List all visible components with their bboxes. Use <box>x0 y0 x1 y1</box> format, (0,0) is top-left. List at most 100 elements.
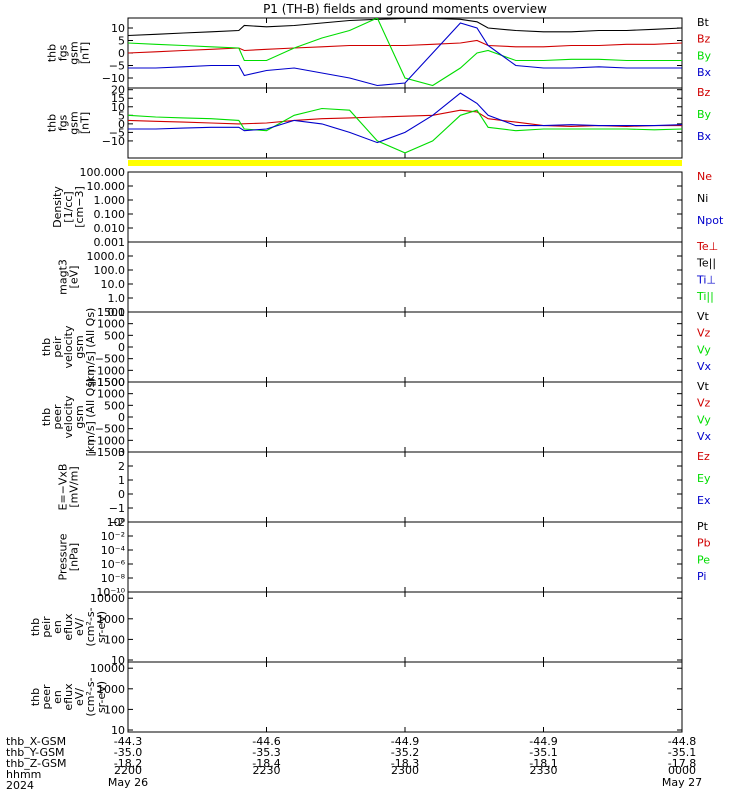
y-axis-label: Density[1/cc][cm−3] <box>51 186 86 228</box>
y-tick-label: −500 <box>95 353 125 366</box>
y-tick-label: 1000 <box>97 683 125 696</box>
legend-entry: Pb <box>697 537 711 550</box>
y-tick-label: 0 <box>118 488 125 501</box>
y-tick-label: 5 <box>118 109 125 122</box>
y-axis-label-line: [1/cc] <box>62 191 75 222</box>
series-bx-line <box>128 92 682 144</box>
y-tick-label: −5 <box>109 60 125 73</box>
y-axis-label: thbpeervelocitygsm[km/s] (All Qs) <box>40 378 97 457</box>
x-axis-time-label: 2200 <box>114 764 142 777</box>
y-tick-label: 20 <box>111 84 125 97</box>
y-tick-label: 1.0 <box>108 292 126 305</box>
y-tick-label: 10.000 <box>87 180 126 193</box>
legend-entry: Bz <box>697 86 711 99</box>
y-tick-label: 1000.0 <box>87 250 126 263</box>
legend-entry: Vx <box>697 430 712 443</box>
legend-entry: Bx <box>697 130 712 143</box>
panel-frame <box>127 591 683 663</box>
y-axis-label-line: sr-eV) <box>95 611 108 643</box>
y-axis-label-line: [nT] <box>79 112 92 134</box>
y-tick-label: 100.000 <box>80 166 126 179</box>
y-axis-label-line: en <box>51 690 64 704</box>
y-tick-label: −500 <box>95 423 125 436</box>
panel-stack: 1050−5−10thbfgsgsm[nT]BtBzByBx20151050−5… <box>29 16 724 737</box>
y-axis-label: thbpeerenefluxeV/(cm²-s-sr-eV) <box>29 677 108 716</box>
y-axis-label-line: gsm <box>68 111 81 134</box>
y-axis-label-line: eV/ <box>73 688 86 706</box>
x-axis-row-label: thb_Y-GSM <box>6 746 65 759</box>
y-axis-label-line: [km/s] (All Qs) <box>84 308 97 387</box>
panel-4: 150010005000−500−1000−1500thbpeirvelocit… <box>40 306 712 389</box>
y-tick-label: 10 <box>111 654 125 667</box>
panel-8: 10000100010010thbpeirenefluxeV/(cm²-s-sr… <box>29 591 683 667</box>
panel-5: 150010005000−500−1000−1500thbpeervelocit… <box>40 376 712 459</box>
y-axis-label-line: eflux <box>62 613 75 641</box>
y-tick-label: 5 <box>118 35 125 48</box>
y-axis-label-line: [mV/m] <box>68 466 81 507</box>
y-tick-label: 0 <box>118 411 125 424</box>
y-tick-label: −1 <box>109 502 125 515</box>
y-tick-label: 10⁻² <box>101 530 125 543</box>
y-axis-label: thbfgsgsm[nT] <box>46 41 92 64</box>
x-axis-date-label: May 26 <box>108 776 148 789</box>
y-tick-label: −2 <box>109 516 125 529</box>
legend-entry: Ni <box>697 192 708 205</box>
legend-entry: Vz <box>697 327 711 340</box>
y-axis-label: magt3[eV] <box>57 259 81 295</box>
x-axis-position-value: -35.3 <box>252 746 280 759</box>
y-axis-label-line: (cm²-s- <box>84 677 97 716</box>
y-axis-label-line: [eV] <box>68 266 81 289</box>
x-axis-row-label: thb_X-GSM <box>6 735 66 748</box>
y-axis-label-line: gsm <box>68 41 81 64</box>
y-axis-label-line: thb <box>46 114 59 132</box>
y-axis-label-line: fgs <box>57 114 70 131</box>
y-axis-label: E=−VxB[mV/m] <box>57 464 81 511</box>
panel-frame <box>127 521 683 593</box>
y-tick-label: 2 <box>118 460 125 473</box>
y-axis-label-line: [nT] <box>79 42 92 64</box>
y-axis-label: thbfgsgsm[nT] <box>46 111 92 134</box>
y-tick-label: 0 <box>118 341 125 354</box>
y-tick-label: 0.001 <box>94 236 126 249</box>
y-axis-label-line: Density <box>51 186 64 228</box>
legend-entry: Vy <box>697 343 711 356</box>
y-tick-label: 10⁻⁸ <box>101 572 126 585</box>
panel-frame <box>127 241 683 313</box>
legend-entry: Bx <box>697 66 712 79</box>
y-axis-label-line: thb <box>40 338 53 356</box>
x-axis-position-value: -35.1 <box>529 746 557 759</box>
y-axis-label-line: gsm <box>73 405 86 428</box>
y-axis-label-line: magt3 <box>57 259 70 295</box>
x-axis-row-label: hhmm <box>6 768 41 781</box>
y-tick-label: 1.000 <box>94 194 126 207</box>
x-axis-position-value: -18.3 <box>391 757 419 770</box>
x-axis-position-value: -44.9 <box>391 735 419 748</box>
x-axis-time-label: 2300 <box>391 764 419 777</box>
y-axis-label-line: gsm <box>73 335 86 358</box>
x-axis-position-value: -18.1 <box>529 757 557 770</box>
x-axis-time-label: 2330 <box>530 764 558 777</box>
legend-entry: Ti|| <box>696 290 714 303</box>
y-tick-label: 10000 <box>90 592 125 605</box>
y-tick-label: −1000 <box>88 434 125 447</box>
y-axis-label-line: peer <box>40 684 53 710</box>
x-axis-time-label: 2230 <box>253 764 281 777</box>
y-axis-label: Pressure[nPa] <box>57 533 81 580</box>
y-axis-label-line: peer <box>51 404 64 430</box>
y-tick-label: 1500 <box>97 376 125 389</box>
x-axis-position-value: -44.6 <box>252 735 280 748</box>
y-axis-label-line: peir <box>51 336 64 358</box>
y-tick-label: −10 <box>102 72 125 85</box>
y-axis-label-line: velocity <box>62 325 75 368</box>
legend-entry: Bt <box>697 16 710 29</box>
legend-entry: Ti⊥ <box>696 273 716 286</box>
y-tick-label: 500 <box>104 399 125 412</box>
y-tick-label: 10 <box>111 724 125 737</box>
y-axis-label-line: sr-eV) <box>95 681 108 713</box>
y-tick-label: 10⁰ <box>107 516 126 529</box>
x-axis-position-value: -35.2 <box>391 746 419 759</box>
legend-entry: Pe <box>697 553 710 566</box>
panel-9: 10000100010010thbpeerenefluxeV/(cm²-s-sr… <box>29 661 683 737</box>
